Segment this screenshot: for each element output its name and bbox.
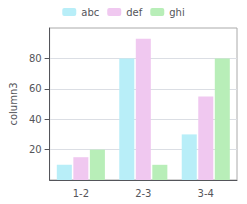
svg-text:abc: abc (81, 7, 99, 18)
svg-text:2-3: 2-3 (135, 188, 151, 199)
svg-text:20: 20 (29, 144, 42, 155)
svg-text:60: 60 (29, 83, 42, 94)
svg-text:column3: column3 (8, 82, 19, 125)
svg-text:3-4: 3-4 (198, 188, 214, 199)
svg-text:def: def (126, 7, 143, 18)
svg-text:ghi: ghi (169, 7, 184, 18)
svg-text:1-2: 1-2 (73, 188, 89, 199)
svg-text:80: 80 (29, 53, 42, 64)
svg-text:40: 40 (29, 114, 42, 125)
